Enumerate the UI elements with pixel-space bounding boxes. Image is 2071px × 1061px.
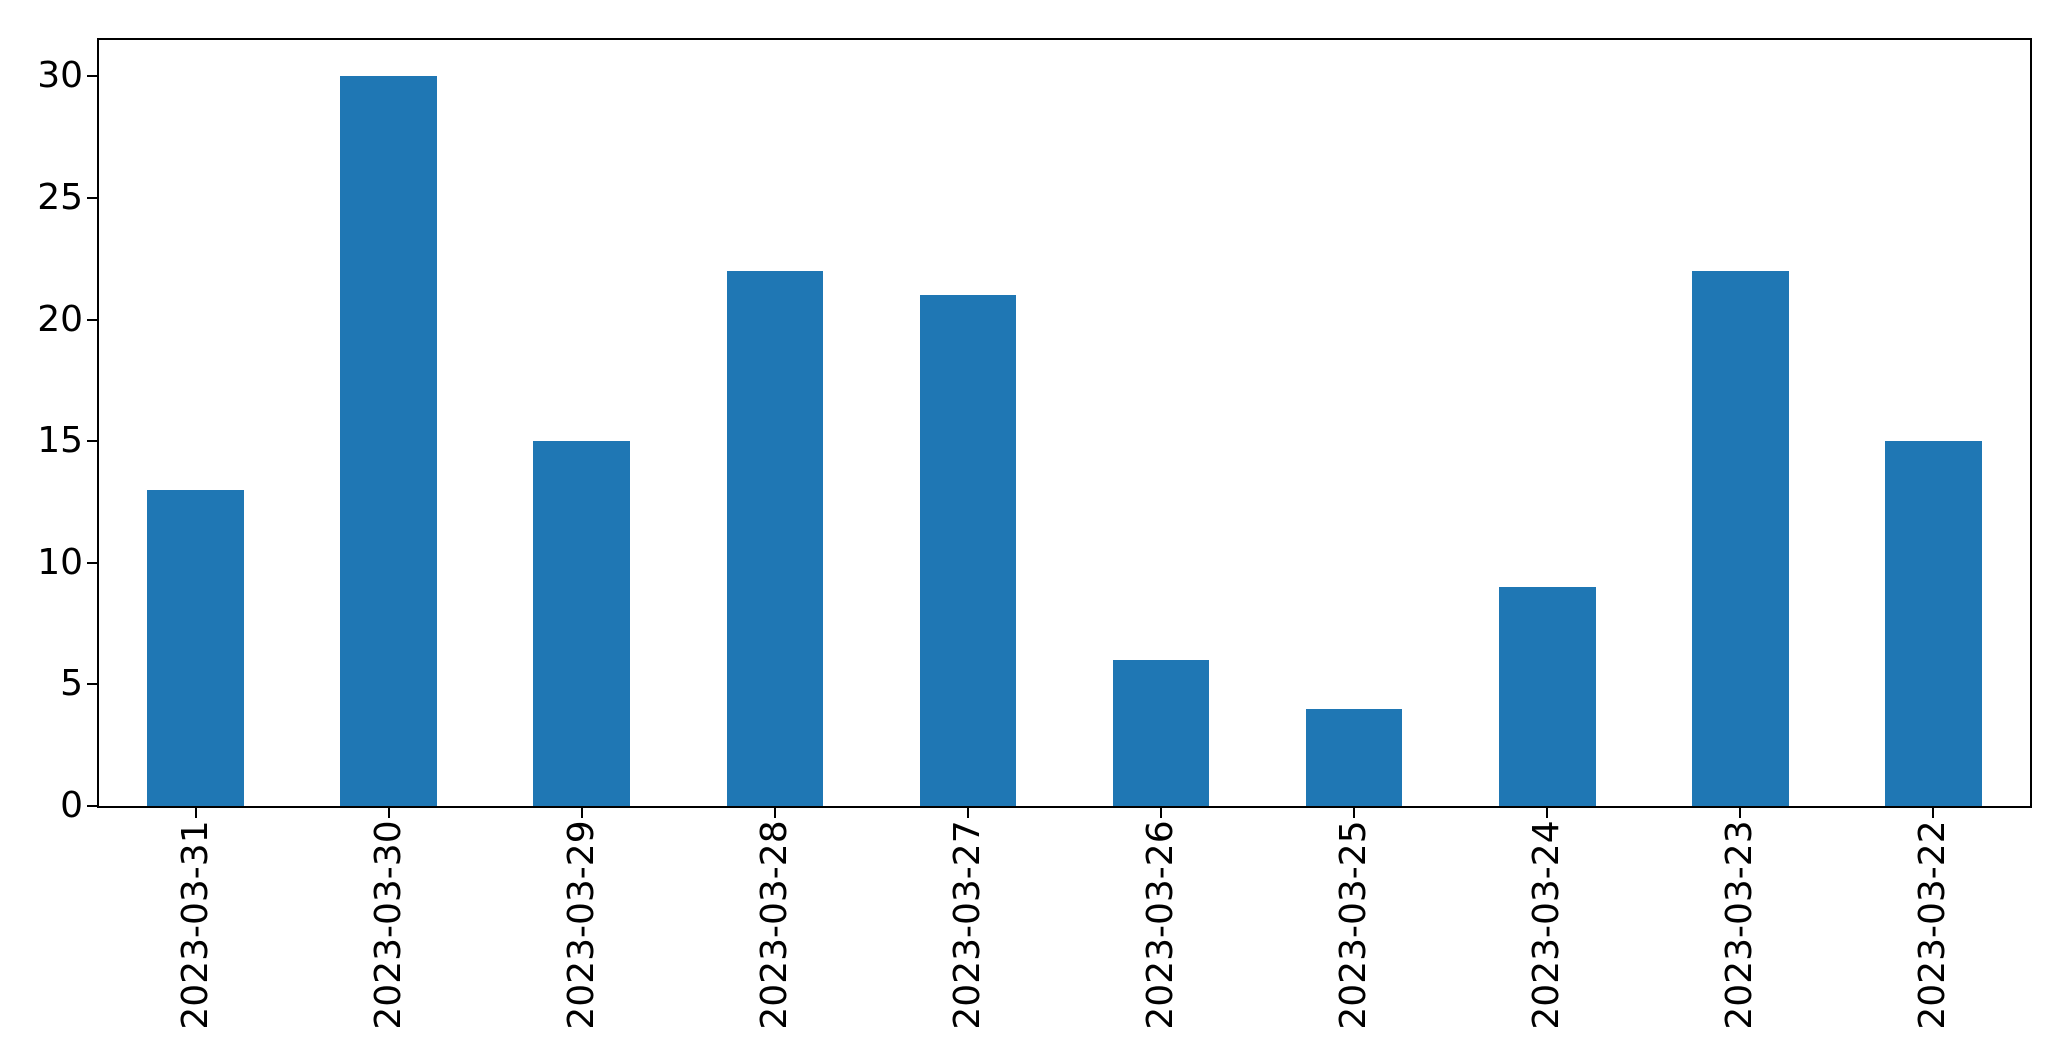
x-tick-label: 2023-03-29 [560,820,602,1030]
y-tick-label: 10 [37,541,83,583]
x-tick [1739,806,1742,818]
y-tick-label: 0 [60,785,83,826]
bar [726,271,824,806]
bar [1498,587,1596,806]
y-tick-label: 25 [37,177,83,219]
x-tick-label: 2023-03-27 [946,820,988,1030]
y-tick [87,440,97,443]
y-tick-label: 5 [60,663,83,705]
x-tick [773,806,776,818]
x-tick [1546,806,1549,818]
x-tick-label: 2023-03-23 [1719,820,1761,1030]
x-tick-label: 2023-03-26 [1140,820,1182,1030]
x-tick-label: 2023-03-28 [753,820,795,1030]
bar [147,489,244,806]
y-tick [87,683,97,686]
x-tick [580,806,583,818]
y-tick [87,318,97,321]
x-tick-label: 2023-03-24 [1526,820,1568,1030]
y-tick [87,561,97,564]
bar [1885,441,1982,806]
x-tick [387,806,390,818]
x-tick-label: 2023-03-30 [367,820,409,1030]
bar [1112,660,1210,806]
x-tick [966,806,969,818]
x-tick-label: 2023-03-25 [1333,820,1375,1030]
y-tick [87,75,97,78]
plot-area: 0 5 10 15 20 25 30 2023-03-31 2023-03-30 2023-03-… [37,38,2032,1030]
y-tick-label: 20 [37,298,83,340]
x-tick [1353,806,1356,818]
bar [340,76,437,806]
x-tick [1160,806,1163,818]
bar [533,441,631,806]
x-tick [1932,806,1935,818]
x-tick [194,806,197,818]
x-tick-label: 2023-03-31 [174,820,216,1030]
bar [919,295,1017,806]
y-tick [87,197,97,200]
x-tick-label: 2023-03-22 [1912,820,1954,1030]
y-tick-label: 30 [37,55,83,97]
bar [1692,271,1789,806]
bar [1305,708,1403,806]
y-tick-label: 15 [37,420,83,462]
y-tick [87,805,97,807]
